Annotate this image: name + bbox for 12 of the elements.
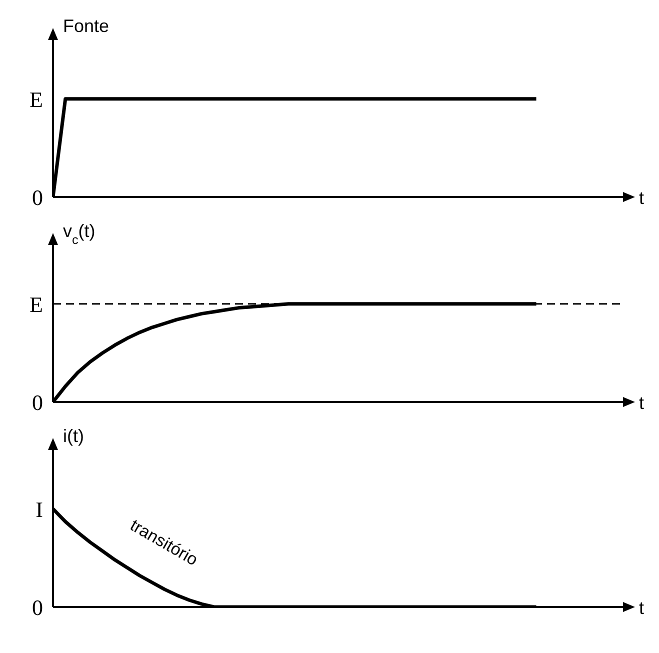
text: 0 — [32, 594, 43, 620]
text: 0 — [32, 390, 43, 414]
x-axis-title: t — [639, 598, 644, 618]
text: I — [36, 496, 43, 522]
text: E — [30, 291, 43, 316]
y-axis-title: v$_{c}$(t) — [63, 221, 96, 247]
y-axis-title: i(t) — [63, 426, 84, 446]
text: E — [30, 86, 43, 112]
x-axis-title: t — [639, 188, 644, 208]
x-axis-title: t — [639, 393, 644, 413]
y-axis-title: Fonte — [63, 16, 110, 36]
text: 0 — [32, 184, 43, 210]
